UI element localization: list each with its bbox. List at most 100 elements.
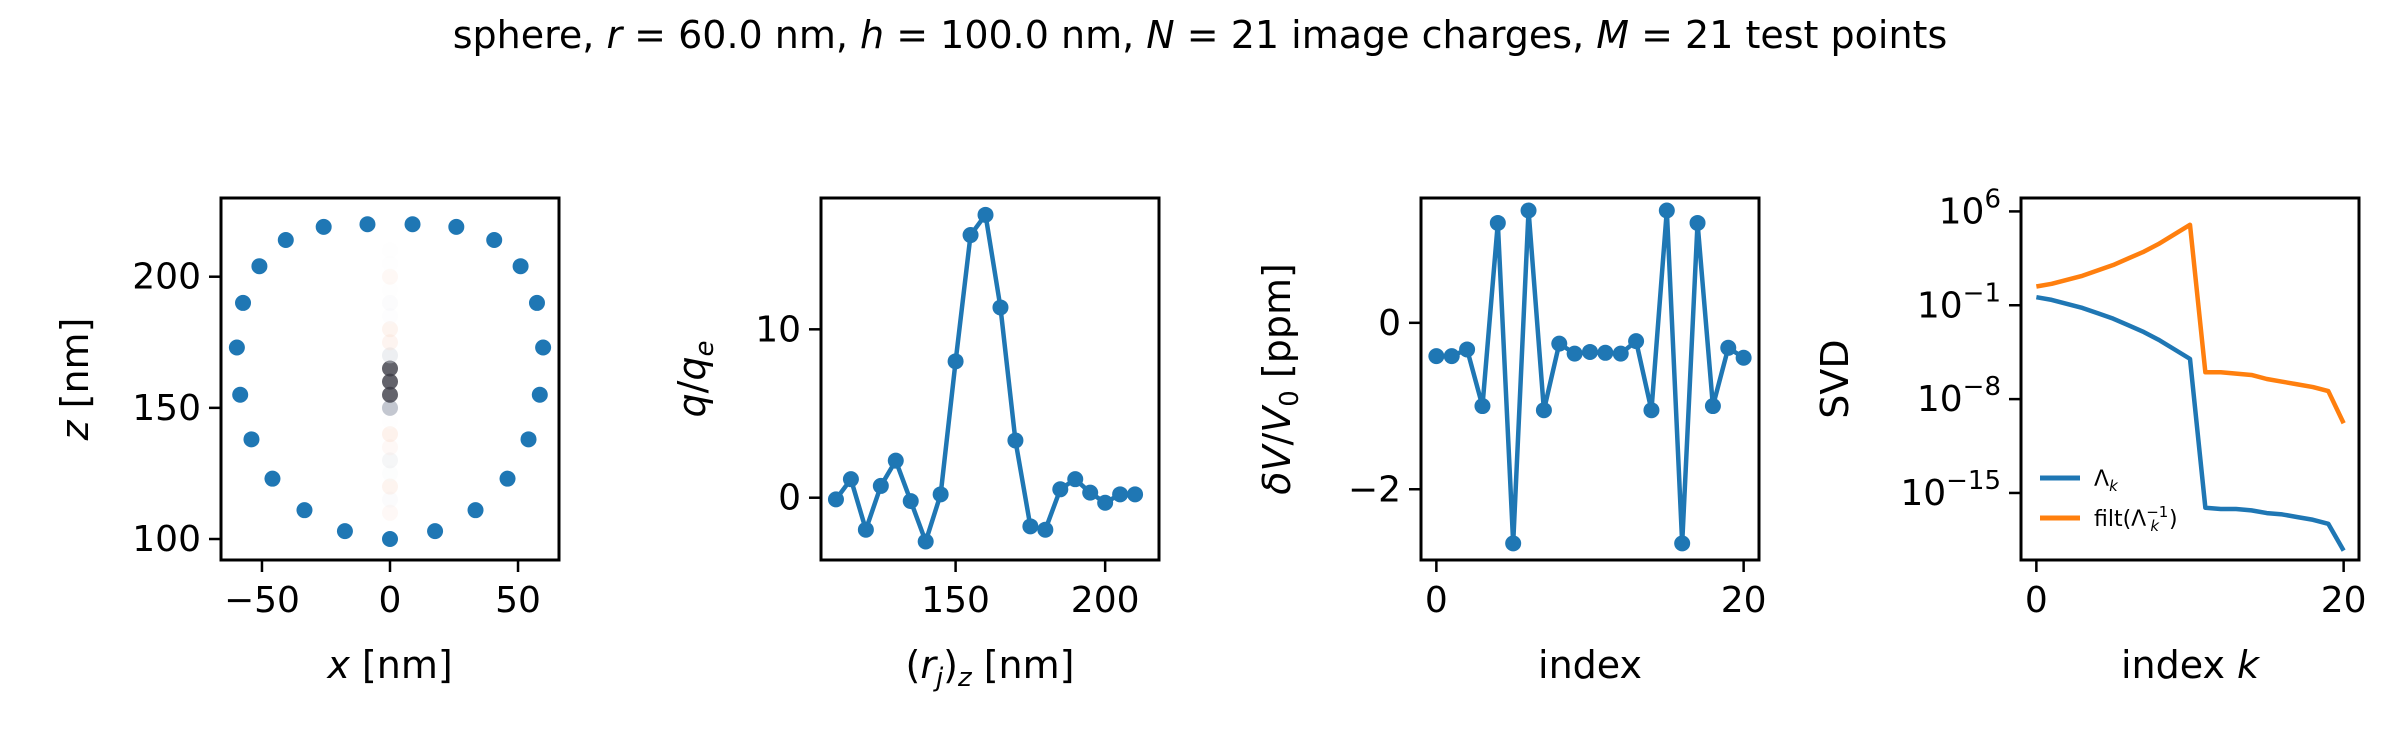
x-tick-label: 200 — [1071, 580, 1140, 621]
residual-point — [1428, 348, 1445, 365]
test-point — [243, 431, 260, 448]
charge-point — [1112, 486, 1129, 503]
y-tick-label: 10−1 — [1917, 278, 2001, 326]
test-point — [277, 231, 294, 248]
y-axis-label: z [nm] — [53, 318, 97, 442]
charge-point — [827, 491, 844, 508]
y-tick-label: 10−8 — [1917, 372, 2001, 420]
image-charge-point — [382, 268, 398, 285]
test-point — [359, 216, 376, 233]
charge-point — [977, 206, 994, 223]
panel-charges: 150 200 0 10 (rj)z [nm] q/qe — [670, 196, 1161, 693]
test-point — [404, 216, 421, 233]
y-axis-label: δV/V0 [ppm] — [1255, 263, 1305, 495]
charge-point — [1127, 486, 1144, 503]
charge-point — [1067, 471, 1084, 488]
residual-point — [1674, 535, 1691, 552]
test-point — [264, 470, 281, 487]
x-axis-label: index k — [2121, 643, 2261, 687]
image-charge-point — [382, 373, 398, 390]
title-part: = 60.0 nm, — [622, 13, 860, 57]
charge-point — [842, 471, 859, 488]
y-axis-label: SVD — [1813, 339, 1857, 418]
axes-frame — [819, 196, 1161, 562]
residual-point — [1566, 345, 1583, 362]
x-tick-label: 0 — [1425, 580, 1448, 621]
figure-title: sphere, r = 60.0 nm, h = 100.0 nm, N = 2… — [453, 13, 1948, 57]
residual-point — [1597, 344, 1614, 361]
image-charge-point — [382, 439, 398, 456]
singular-value-line — [2035, 294, 2346, 552]
y-tick-label: 0 — [778, 478, 801, 519]
legend-label-lambda: Λk — [2094, 467, 2119, 495]
test-point — [251, 258, 268, 275]
legend: Λk filt(Λ−1 k) — [2040, 467, 2178, 535]
image-charge-point — [382, 321, 398, 338]
y-tick-label: 200 — [132, 257, 201, 298]
charge-point — [947, 353, 964, 370]
y-tick-label: 106 — [1939, 184, 2001, 232]
x-axis-label: index — [1538, 643, 1642, 687]
title-part: = 100.0 nm, — [884, 13, 1146, 57]
charge-point — [1052, 481, 1069, 498]
charge-point — [1097, 494, 1114, 511]
test-point — [315, 218, 332, 235]
residual-point — [1474, 398, 1491, 415]
image-charge-point — [382, 360, 398, 377]
title-symbol-h: h — [860, 13, 884, 57]
panel-residuals: 0 20 −2 0 index δV/V0 [ppm] — [1255, 196, 1767, 687]
image-charge-point — [382, 412, 398, 429]
charge-point — [992, 299, 1009, 316]
x-tick-label: 0 — [2025, 580, 2048, 621]
residual-point — [1489, 214, 1506, 231]
test-point — [336, 523, 353, 540]
y-tick-label: 10−15 — [1900, 466, 2001, 514]
panel-geometry: −50 0 50 100 150 200 x [nm] z [nm] — [53, 196, 561, 687]
svd-marks — [2035, 222, 2346, 552]
image-charge-point — [382, 294, 398, 311]
y-tick-label: 100 — [132, 519, 201, 560]
axes-frame — [1419, 196, 1761, 562]
test-point — [531, 386, 548, 403]
image-charge-point — [382, 478, 398, 495]
test-point — [382, 531, 398, 548]
image-charge-point — [382, 491, 398, 508]
residual-point — [1643, 402, 1660, 419]
residual-point — [1551, 335, 1568, 352]
x-axis-label: (rj)z [nm] — [905, 643, 1074, 693]
residual-point — [1443, 348, 1460, 365]
x-tick-label: 0 — [379, 580, 402, 621]
residual-point — [1505, 535, 1522, 552]
svd-ticks: 0 20 106 10−1 10−8 10−15 — [1900, 184, 2366, 621]
image-charge-point — [382, 334, 398, 351]
residual-point — [1582, 343, 1598, 360]
title-part: = 21 image charges, — [1175, 13, 1597, 57]
y-tick-label: 0 — [1378, 303, 1401, 344]
charges-marks — [827, 206, 1144, 550]
charge-point — [932, 486, 949, 503]
y-axis-label: q/qe — [670, 340, 720, 417]
title-symbol-M: M — [1596, 13, 1629, 57]
charge-point — [1022, 518, 1039, 535]
y-tick-label: −2 — [1348, 469, 1401, 510]
residual-line — [1436, 208, 1745, 546]
test-point — [232, 386, 249, 403]
x-axis-label: x [nm] — [326, 643, 452, 687]
charges-ticks: 150 200 0 10 — [755, 309, 1139, 621]
image-charge-point — [382, 504, 398, 521]
image-charge-point — [382, 452, 398, 469]
residual-point — [1520, 202, 1537, 219]
test-point — [486, 231, 503, 248]
image-charge-point — [382, 399, 398, 416]
test-point — [235, 294, 252, 311]
charge-point — [902, 493, 919, 510]
image-charge-point — [382, 465, 398, 482]
x-tick-label: 50 — [495, 580, 541, 621]
test-point — [296, 502, 313, 519]
x-tick-label: −50 — [224, 580, 300, 621]
charge-point — [962, 227, 979, 244]
test-point — [427, 523, 444, 540]
charge-point — [887, 452, 904, 469]
residual-ticks: 0 20 −2 0 — [1348, 303, 1767, 621]
image-charge-point — [382, 242, 398, 259]
